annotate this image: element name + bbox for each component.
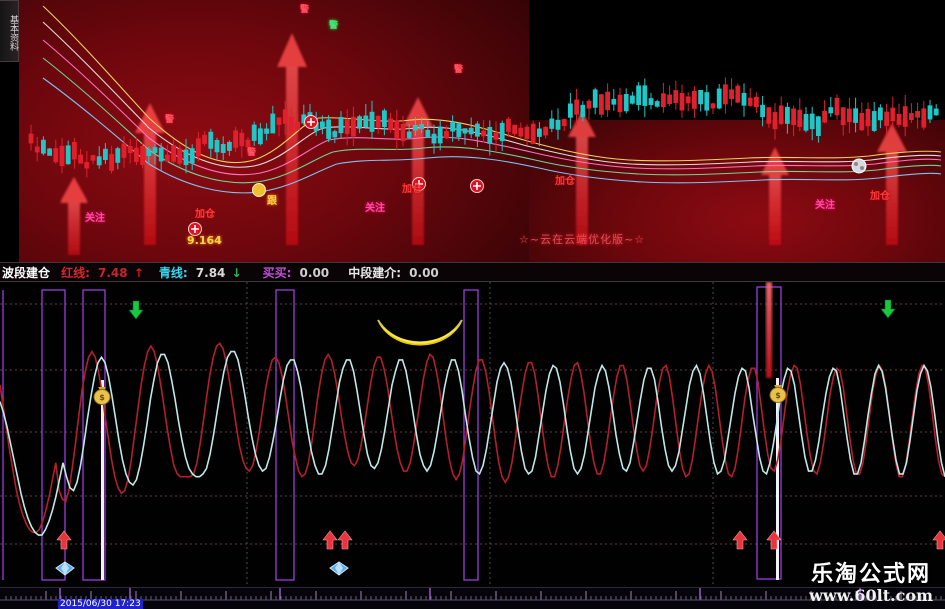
white-label: 中段建介: xyxy=(348,266,402,280)
money-bag-icon: $ xyxy=(93,387,111,405)
cyan-line-label: 青线: xyxy=(158,266,188,280)
price-chart-svg xyxy=(28,5,942,255)
marker-add-position: 加仓 xyxy=(402,184,422,195)
indicator-title: 波段建仓 xyxy=(2,266,51,280)
marker-warn: 警 xyxy=(454,65,464,75)
time-axis-strip[interactable] xyxy=(0,587,945,609)
down-arrow-icon: ↓ xyxy=(231,266,242,280)
red-line-label: 红线: xyxy=(61,266,90,280)
marker-watch: 关注 xyxy=(365,203,385,214)
axis-selected-date: 2015/06/30 17:23 xyxy=(58,599,143,609)
up-arrow-icon xyxy=(337,530,353,550)
money-bag-icon: $ xyxy=(769,385,787,403)
site-watermark-url: www.60lt.com xyxy=(809,586,933,605)
up-arrow-icon xyxy=(322,530,338,550)
price-watermark: ☆~云在云端优化版~☆ xyxy=(519,233,646,246)
smile-arc-icon xyxy=(378,322,462,346)
oscillator-svg: $ $ xyxy=(0,282,945,587)
white-value: 0.00 xyxy=(409,266,439,280)
price-chart-panel[interactable]: ☆~云在云端优化版~☆ 警 警 警 警 警 关注 关注 关注 加仓 加仓 加仓 … xyxy=(19,0,945,262)
time-axis-svg xyxy=(0,588,945,601)
magenta-label: 买买: xyxy=(262,266,292,280)
site-watermark-cn: 乐淘公式网 xyxy=(811,562,932,587)
marker-watch: 关注 xyxy=(815,200,835,211)
down-arrow-icon xyxy=(880,299,896,319)
price-glow-right xyxy=(529,120,945,262)
svg-text:$: $ xyxy=(99,393,105,402)
up-arrow-icon xyxy=(732,530,748,550)
marker-warn: 警 xyxy=(247,148,257,158)
marker-add-position: 加仓 xyxy=(195,209,215,220)
marker-warn: 警 xyxy=(329,21,339,31)
magenta-value: 0.00 xyxy=(299,266,330,280)
up-arrow-icon xyxy=(932,530,945,550)
marker-follow: 跟 xyxy=(267,196,277,207)
up-arrow-icon xyxy=(766,530,782,550)
diamond-icon xyxy=(55,561,75,576)
marker-watch: 关注 xyxy=(85,213,105,224)
oscillator-panel[interactable]: $ $ xyxy=(0,282,945,587)
red-line-value: 7.48 xyxy=(98,266,128,280)
indicator-status-bar[interactable]: 波段建仓 红线: 7.48 ↑ 青线: 7.84 ↓ 买买: 0.00 中段建介… xyxy=(0,262,945,282)
marker-price-label: 9.164 xyxy=(187,234,222,247)
cyan-line-value: 7.84 xyxy=(195,266,226,280)
marker-add-position: 加仓 xyxy=(555,176,575,187)
diamond-icon xyxy=(329,561,349,576)
svg-text:$: $ xyxy=(775,391,781,400)
sidebar-tab-basic-info[interactable]: 基本资料 xyxy=(0,0,19,62)
marker-warn: 警 xyxy=(165,115,175,125)
up-arrow-icon xyxy=(56,530,72,550)
up-arrow-icon: ↑ xyxy=(133,266,144,280)
down-arrow-icon xyxy=(128,300,144,320)
site-watermark: 乐淘公式网 www.60lt.com xyxy=(809,563,933,605)
marker-add-position: 加仓 xyxy=(870,191,890,202)
marker-warn: 警 xyxy=(300,5,310,15)
